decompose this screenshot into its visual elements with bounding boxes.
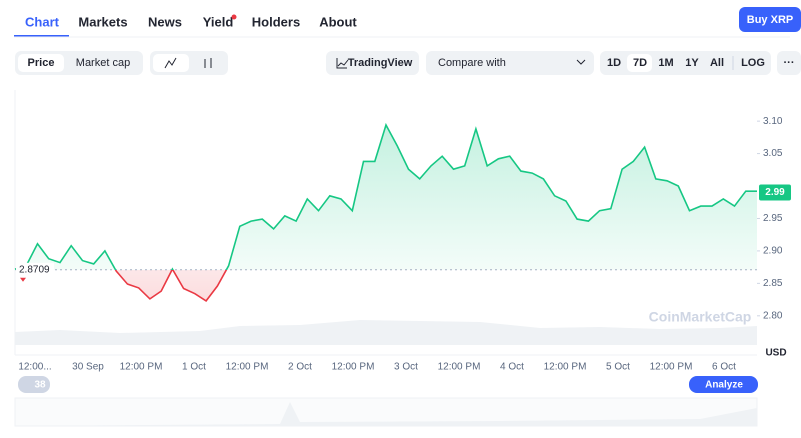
y-tick-label: 2.80 (763, 310, 783, 321)
range-active (627, 54, 652, 72)
last-price-label: 2.99 (765, 187, 785, 198)
tradingview-label: TradingView (348, 57, 413, 69)
tradingview-button[interactable] (326, 51, 419, 75)
range-button[interactable]: 7D (633, 57, 647, 69)
tab[interactable]: About (319, 14, 357, 29)
reference-label: 2.8709 (19, 264, 50, 275)
y-tick-label: 3.10 (763, 116, 783, 127)
last-price-tag (759, 184, 791, 201)
x-tick-label: 12:00... (18, 362, 51, 373)
buy-label: Buy XRP (747, 14, 793, 26)
badge[interactable] (18, 376, 50, 393)
x-tick-label: 12:00 PM (120, 362, 163, 373)
range-button[interactable]: All (710, 57, 724, 69)
log-button[interactable]: LOG (741, 57, 765, 69)
icon (336, 58, 349, 69)
tab[interactable]: News (148, 14, 182, 29)
plot: 2.80 2.85 2.90 2.95 3.05 3.10 12:00... 30 Sep 12… (14, 116, 791, 373)
range-button[interactable]: 1M (658, 57, 673, 69)
tab[interactable]: Markets (78, 14, 127, 29)
icon (576, 59, 586, 65)
icon (204, 58, 212, 68)
compare-select[interactable] (426, 51, 594, 75)
range-button[interactable]: 1Y (685, 57, 699, 69)
tab[interactable]: Yield (203, 14, 234, 29)
range-button[interactable]: 1D (607, 57, 621, 69)
y-tick-label: 2.90 (763, 246, 783, 257)
tab[interactable]: Holders (252, 14, 300, 29)
y-unit: USD (765, 348, 786, 359)
x-tick-label: 12:00 PM (650, 362, 693, 373)
analyze-button[interactable] (689, 376, 758, 393)
x-tick-label: 1 Oct (182, 362, 206, 373)
x-tick-label: 6 Oct (712, 362, 736, 373)
badge-count: 38 (34, 380, 46, 391)
more-label: ··· (784, 57, 795, 69)
navigator-shade (15, 402, 757, 426)
more-button[interactable] (777, 51, 801, 75)
tab[interactable]: Chart (25, 14, 60, 29)
watermark: CoinMarketCap (649, 309, 752, 325)
reference-marker (20, 277, 26, 282)
y-tick-label: 2.95 (763, 213, 783, 224)
marketcap-button[interactable]: Market cap (76, 57, 130, 69)
price-button[interactable]: Price (28, 57, 55, 69)
x-tick-label: 12:00 PM (544, 362, 587, 373)
y-tick-label: 2.85 (763, 278, 783, 289)
reference-tag (16, 262, 54, 277)
x-tick-label: 12:00 PM (226, 362, 269, 373)
y-tick-label: 3.05 (763, 148, 783, 159)
dot (231, 14, 237, 20)
x-tick-label: 30 Sep (72, 362, 104, 373)
area (15, 125, 757, 301)
volume-shade (15, 320, 757, 345)
toggle-active[interactable] (18, 54, 64, 72)
x-tick-label: 12:00 PM (332, 362, 375, 373)
compare-label: Compare with (438, 57, 506, 69)
x-tick-label: 2 Oct (288, 362, 312, 373)
x-tick-label: 12:00 PM (438, 362, 481, 373)
tab-underline (14, 35, 69, 37)
x-tick-label: 4 Oct (500, 362, 524, 373)
buy-button[interactable] (739, 7, 801, 32)
x-tick-label: 5 Oct (606, 362, 630, 373)
x-tick-label: 3 Oct (394, 362, 418, 373)
analyze-label: Analyze (705, 380, 743, 391)
price-line (14, 122, 757, 302)
icon (164, 57, 177, 69)
